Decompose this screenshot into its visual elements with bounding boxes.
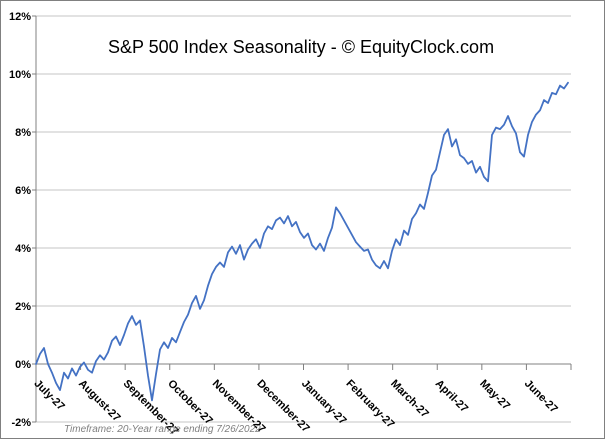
- y-axis-labels: 12% 10% 8% 6% 4% 2% 0% -2%: [9, 11, 31, 429]
- y-axis-label: -2%: [11, 417, 31, 429]
- x-axis-label: May-27: [477, 378, 512, 413]
- x-axis-label: August-27: [76, 378, 123, 425]
- x-axis-label: June-27: [522, 378, 560, 416]
- x-axis-label: October-27: [165, 378, 215, 428]
- y-axis-label: 4%: [15, 243, 31, 255]
- seasonality-line: [35, 81, 569, 402]
- timeframe-note: Timeframe: 20-Year range ending 7/26/202…: [64, 424, 261, 435]
- y-axis: [32, 15, 37, 423]
- x-axis-label: April-27: [433, 378, 470, 415]
- y-axis-label: 8%: [15, 127, 31, 139]
- y-axis-label: 12%: [9, 11, 31, 23]
- y-axis-label: 2%: [15, 301, 31, 313]
- gridlines: [36, 15, 571, 423]
- y-axis-label: 6%: [15, 185, 31, 197]
- y-axis-label: 0%: [15, 359, 31, 371]
- x-axis-label: January-27: [299, 378, 349, 428]
- y-axis-label: 10%: [9, 69, 31, 81]
- chart-title: S&P 500 Index Seasonality - © EquityCloc…: [108, 37, 494, 57]
- x-axis-label: March-27: [388, 378, 431, 421]
- x-axis: [35, 363, 572, 370]
